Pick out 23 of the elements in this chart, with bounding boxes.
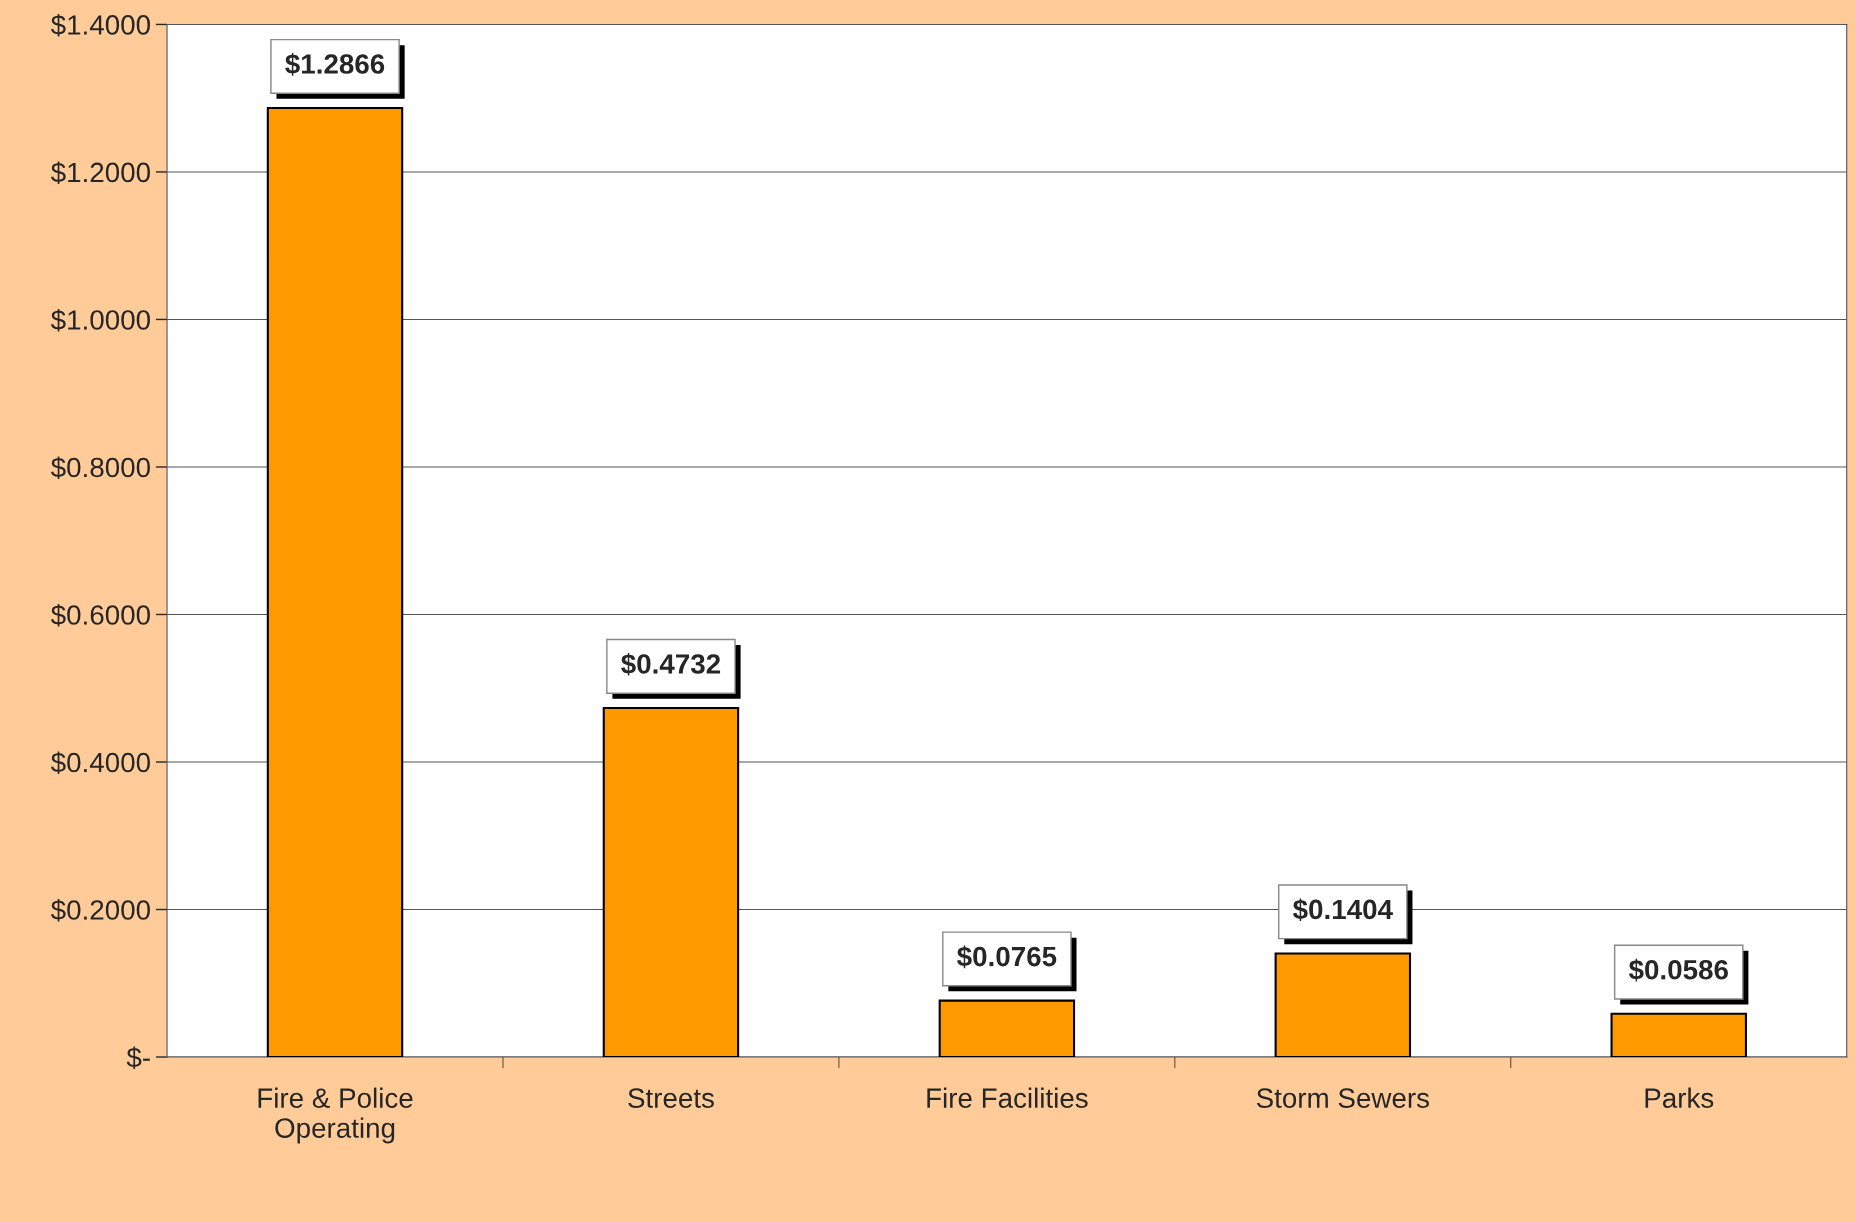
data-label: $1.2866 <box>285 52 385 76</box>
x-tick-label: Storm Sewers <box>1256 1088 1430 1108</box>
bar <box>266 107 404 1058</box>
x-tick-label: Fire & Police Operating <box>258 1087 413 1144</box>
y-tick-label: $0.2000 <box>50 899 150 922</box>
y-tick-label: $0.8000 <box>50 456 150 479</box>
x-tick-label: Fire Facilities <box>927 1087 1088 1108</box>
data-label: $0.0765 <box>957 945 1057 969</box>
x-tick-label: Parks <box>1645 1087 1714 1108</box>
bar <box>1610 1012 1747 1058</box>
bar <box>1274 952 1412 1058</box>
y-tick-label: $0.4000 <box>50 751 150 774</box>
y-tick-label: $1.4000 <box>50 13 150 37</box>
y-tick-label: $1.0000 <box>50 308 150 332</box>
y-tick-label: $1.2000 <box>50 161 150 184</box>
y-tick-label: $0.6000 <box>50 603 150 627</box>
bar <box>938 999 1076 1058</box>
x-tick-label: Streets <box>628 1088 714 1108</box>
y-tick-label: $- <box>126 1046 150 1070</box>
data-label: $0.0586 <box>1628 958 1728 982</box>
data-label: $0.1404 <box>1292 898 1393 922</box>
data-label: $0.4732 <box>621 652 721 676</box>
bar <box>602 706 740 1058</box>
